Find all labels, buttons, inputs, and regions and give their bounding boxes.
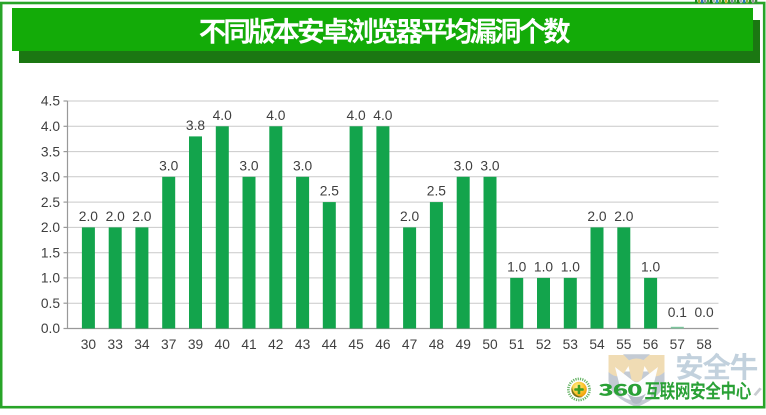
- svg-text:58: 58: [696, 337, 712, 352]
- svg-text:1.0: 1.0: [561, 259, 581, 274]
- svg-text:4.0: 4.0: [266, 108, 286, 123]
- svg-text:0.0: 0.0: [41, 321, 61, 336]
- svg-text:3.0: 3.0: [293, 158, 313, 173]
- svg-text:56: 56: [643, 337, 659, 352]
- svg-text:2.0: 2.0: [400, 209, 420, 224]
- svg-text:4.0: 4.0: [213, 108, 233, 123]
- svg-text:3.0: 3.0: [41, 170, 61, 185]
- svg-text:3.0: 3.0: [480, 158, 500, 173]
- svg-text:1.5: 1.5: [41, 245, 61, 260]
- svg-text:41: 41: [241, 337, 256, 352]
- svg-text:2.0: 2.0: [106, 209, 126, 224]
- svg-text:52: 52: [536, 337, 551, 352]
- svg-text:57: 57: [670, 337, 685, 352]
- svg-text:1.0: 1.0: [41, 271, 61, 286]
- svg-text:2.5: 2.5: [41, 195, 61, 210]
- svg-text:2.0: 2.0: [41, 220, 61, 235]
- svg-text:0.5: 0.5: [41, 296, 61, 311]
- svg-text:30: 30: [81, 337, 97, 352]
- svg-text:2.5: 2.5: [320, 184, 340, 199]
- svg-text:4.0: 4.0: [373, 108, 393, 123]
- svg-text:0.0: 0.0: [695, 305, 715, 320]
- svg-text:42: 42: [268, 337, 283, 352]
- svg-text:48: 48: [429, 337, 445, 352]
- svg-text:44: 44: [322, 337, 338, 352]
- svg-text:3.0: 3.0: [239, 158, 259, 173]
- svg-text:1.0: 1.0: [641, 259, 661, 274]
- svg-text:4.0: 4.0: [41, 119, 61, 134]
- svg-text:54: 54: [589, 337, 605, 352]
- svg-text:45: 45: [348, 337, 364, 352]
- svg-text:43: 43: [295, 337, 311, 352]
- svg-text:4.5: 4.5: [41, 94, 61, 109]
- svg-text:3.0: 3.0: [454, 158, 474, 173]
- svg-text:55: 55: [616, 337, 632, 352]
- svg-text:34: 34: [134, 337, 150, 352]
- svg-text:53: 53: [563, 337, 579, 352]
- svg-text:33: 33: [108, 337, 124, 352]
- svg-text:46: 46: [375, 337, 391, 352]
- svg-text:39: 39: [188, 337, 204, 352]
- svg-text:2.0: 2.0: [587, 209, 607, 224]
- svg-text:3.8: 3.8: [186, 118, 206, 133]
- svg-text:1.0: 1.0: [534, 259, 554, 274]
- svg-text:49: 49: [456, 337, 472, 352]
- svg-text:40: 40: [215, 337, 231, 352]
- svg-text:0.1: 0.1: [668, 305, 687, 320]
- svg-text:1.0: 1.0: [507, 259, 527, 274]
- svg-text:2.0: 2.0: [79, 209, 99, 224]
- svg-text:2.0: 2.0: [132, 209, 152, 224]
- svg-text:50: 50: [482, 337, 498, 352]
- svg-text:4.0: 4.0: [347, 108, 367, 123]
- svg-text:2.0: 2.0: [614, 209, 634, 224]
- svg-text:37: 37: [161, 337, 176, 352]
- svg-text:3.5: 3.5: [41, 144, 61, 159]
- svg-text:3.0: 3.0: [159, 158, 179, 173]
- svg-text:2.5: 2.5: [427, 184, 447, 199]
- svg-text:47: 47: [402, 337, 417, 352]
- svg-text:51: 51: [509, 337, 524, 352]
